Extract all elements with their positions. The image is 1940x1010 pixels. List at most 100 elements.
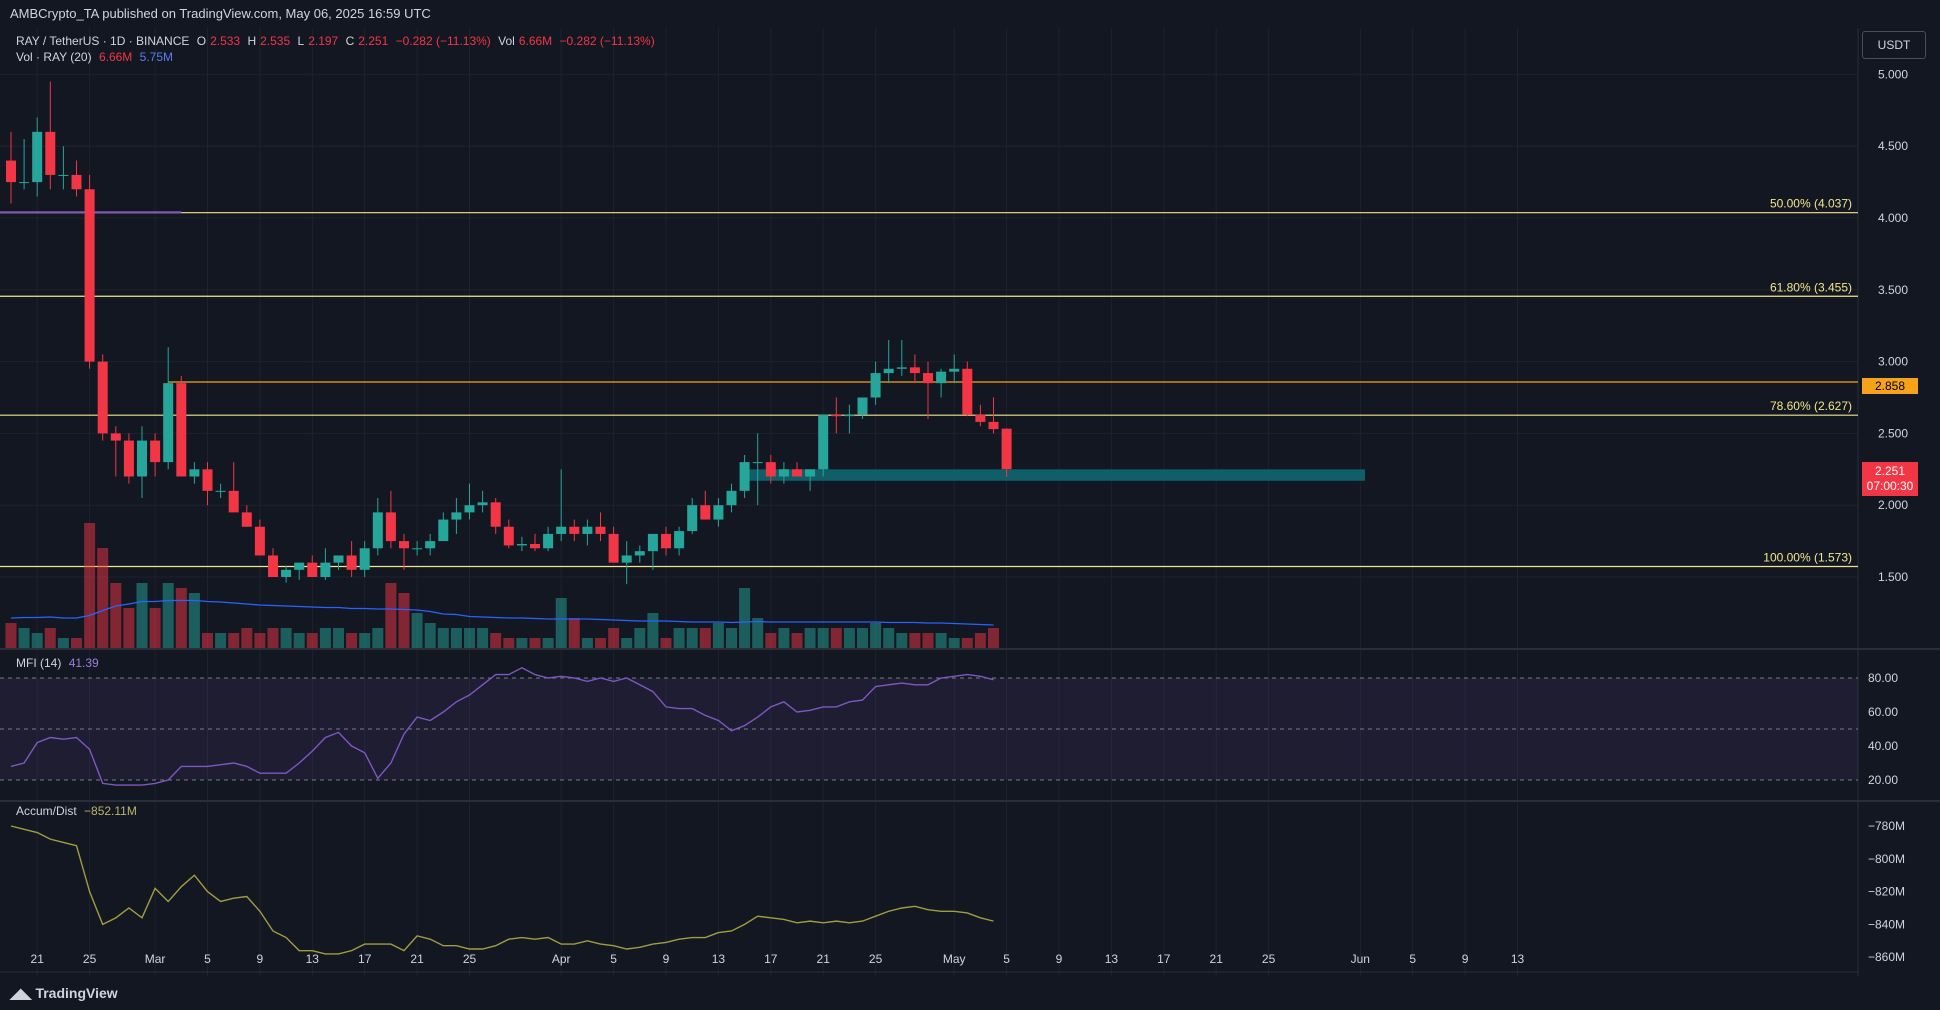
trading-chart[interactable]: 50.00% (4.037) 61.80% (3.455) 78.60% (2.62… [0,28,1940,976]
volume-bar [44,628,56,648]
volume-bar [555,598,567,648]
volume-bar [778,628,790,648]
ad-line [10,825,994,955]
candle-body [189,469,200,477]
vol-label: Vol [498,34,515,48]
volume-bar [477,628,489,648]
candle-body [687,505,698,532]
volume-bar [228,633,240,648]
candle-body [582,526,593,534]
candle-body [84,189,95,362]
mfi-line [10,667,994,786]
publisher-header: AMBCrypto_TA published on TradingView.co… [0,0,1940,28]
candle-body [215,490,226,492]
volume-bar [516,638,528,648]
candle-body [32,131,43,183]
candle-body [503,526,514,546]
time-tick-label: 5 [204,952,211,966]
candle-body [385,512,396,542]
volume-bar [202,633,213,648]
candle-body [857,397,868,415]
volume-bar [490,633,502,648]
time-tick-label: 13 [1511,952,1525,966]
volume-bar [280,628,292,648]
volume-bar [988,628,999,648]
candlesticks [6,81,1012,585]
volume-ma-line [10,599,994,626]
time-tick-label: Apr [552,952,571,966]
volume-bar [385,583,397,648]
volume-bar [896,633,908,648]
candle-body [896,367,907,369]
volume-bar [568,618,580,648]
candle-body [176,383,187,477]
last-price-value: 2.251 [1874,464,1906,478]
time-tick-label: Jun [1351,952,1370,966]
candle-body [765,462,776,477]
volume-bar [503,638,515,648]
candle-body [726,490,737,506]
time-tick-label: 13 [306,952,320,966]
candle-body [634,551,645,556]
candle-body [241,512,252,527]
volume-bar [346,633,358,648]
candle-body [372,512,383,549]
fib-label: 100.00% (1.573) [1763,551,1852,565]
fib-label: 50.00% (4.037) [1770,197,1852,211]
price-tick-label: 3.000 [1878,355,1908,369]
candle-body [254,526,265,556]
candle-body [359,548,370,570]
candle-body [97,361,108,434]
candle-body [831,414,842,417]
volume-legend-label: Vol · RAY (20) [16,50,92,64]
candle-body [595,526,606,534]
candle-body [6,160,16,183]
candle-body [150,440,161,463]
time-tick-label: 25 [463,952,477,966]
volume-legend: Vol · RAY (20) 6.66M 5.75M [16,50,177,64]
mfi-indicator [10,667,994,786]
volume-bar [333,628,344,648]
currency-selector[interactable]: USDT [1862,31,1926,59]
candle-body [228,490,239,513]
plot-background [0,28,1858,976]
candle-body [556,526,567,534]
time-tick-label: 5 [610,952,617,966]
time-tick-label: 21 [817,952,831,966]
price-tick-label: 5.000 [1878,67,1908,81]
volume-bar [660,638,672,648]
time-tick-label: Mar [145,952,166,966]
candle-body [1001,428,1012,470]
candle-body [58,174,69,176]
candle-body [713,505,724,520]
bar-countdown: 07:00:30 [1866,479,1914,493]
candle-body [490,502,501,527]
time-tick-label: 17 [358,952,372,966]
volume-bar [215,633,227,648]
candle-body [674,531,685,549]
volume-bar [870,623,882,648]
mfi-legend-value: 41.39 [68,656,99,670]
ad-legend-value: −852.11M [84,804,137,818]
candle-body [110,433,121,441]
chart-axes: 5.000 4.500 4.000 3.500 3.000 2.500 2.000 1.500… [0,67,1908,973]
time-tick-label: 25 [1262,952,1276,966]
low-label: L [297,34,305,48]
ad-tick-label: −820M [1868,885,1905,899]
candle-body [163,383,174,463]
candle-body [281,569,292,577]
volume-bar [804,628,816,648]
volume-bar [97,548,109,648]
candle-body [294,562,305,570]
volume-bar [621,638,633,648]
tradingview-logo-icon: ◢◣ [10,985,36,1001]
volume-bar [359,633,371,648]
price-tick-label: 1.500 [1878,570,1908,584]
close-label: C [345,34,355,48]
candle-body [19,182,30,184]
volume-bar [372,628,384,648]
volume-bar [857,628,868,648]
support-zone-rect [740,469,1365,481]
volume-bar [830,628,842,648]
symbol-legend: RAY / TetherUS · 1D · BINANCE O 2.533 H 2.… [16,34,659,48]
